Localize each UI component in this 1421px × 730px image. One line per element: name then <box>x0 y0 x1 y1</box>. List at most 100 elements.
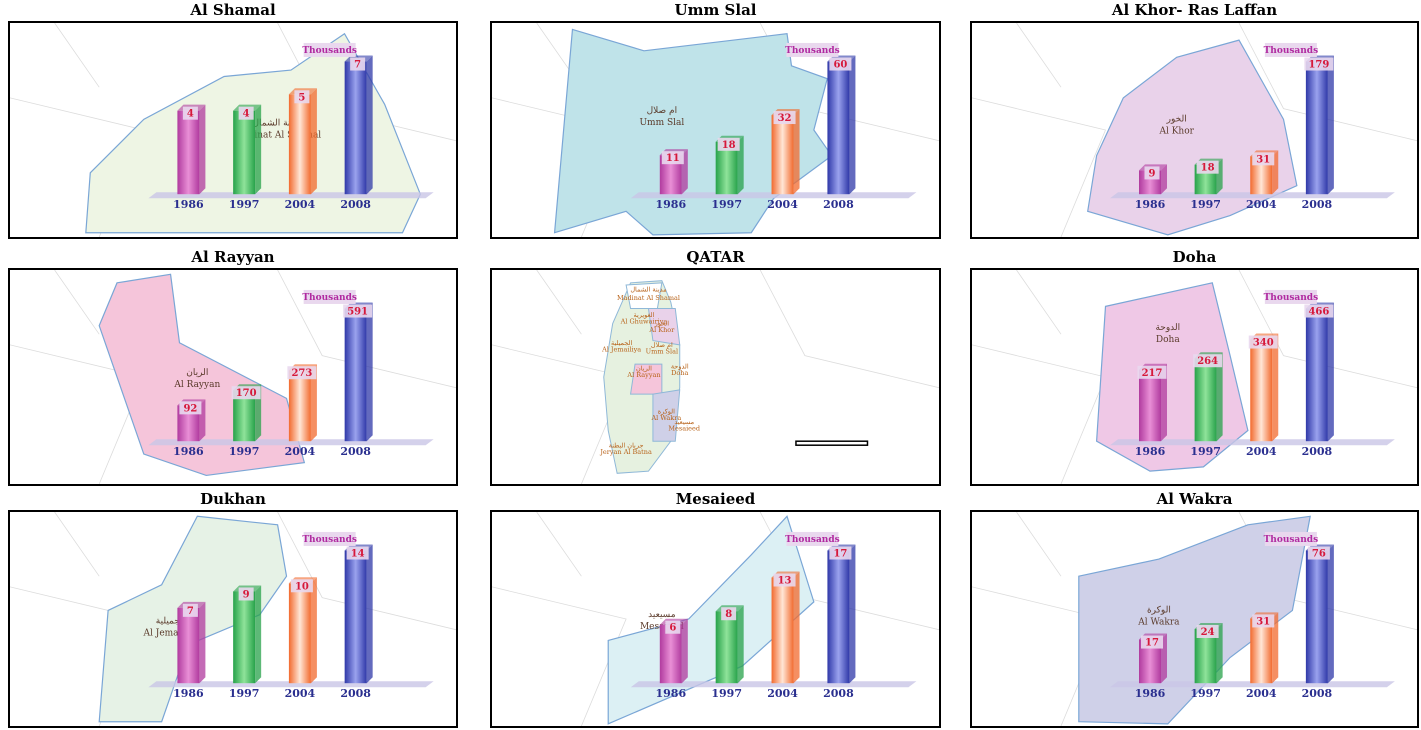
value-label-bg <box>1141 635 1163 649</box>
year-label: 1997 <box>1190 445 1221 458</box>
value-label-bg <box>773 111 796 125</box>
value-label: 4 <box>243 109 250 120</box>
chart-svg: الجميلية Al Jemailiya 7 1986 9 1997 10 2004 14 20… <box>10 512 456 726</box>
value-label: 31 <box>1256 154 1270 165</box>
chart-title: Mesaieed <box>675 490 756 508</box>
map-label: الريان <box>636 365 652 373</box>
value-label-bg <box>231 386 261 400</box>
map-label: Jeryan Al Batna <box>599 448 652 456</box>
unit-label: Thousands <box>1264 46 1319 56</box>
chart-frame: الريان Al Rayyan 92 1986 170 1997 273 2004 591 20… <box>8 268 458 486</box>
value-label: 24 <box>1201 627 1215 638</box>
value-label: 273 <box>291 368 312 379</box>
value-label: 466 <box>1308 307 1329 318</box>
chart-title: Umm Slal <box>674 1 757 19</box>
value-label-bg <box>1304 57 1334 71</box>
value-label-bg <box>721 607 737 621</box>
unit-label-bg <box>1264 289 1317 304</box>
bar-2008 <box>344 302 373 442</box>
value-label-bg <box>665 620 681 634</box>
value-label: 14 <box>351 549 365 560</box>
value-label: 17 <box>833 549 847 560</box>
year-label: 2008 <box>823 687 854 700</box>
map-label: الدوحة <box>1155 323 1180 333</box>
value-label: 18 <box>722 140 736 151</box>
bar-2008 <box>1305 55 1334 195</box>
year-label: 1986 <box>655 198 686 211</box>
map-label: Al Jemailiya <box>142 628 198 638</box>
unit-label: Thousands <box>785 46 840 56</box>
value-label: 92 <box>183 403 197 414</box>
value-label-bg <box>350 57 366 71</box>
year-label: 1997 <box>229 445 260 458</box>
bar-1997 <box>233 585 262 684</box>
year-label: 2004 <box>767 198 798 211</box>
map-label: Mesaieed <box>668 425 700 433</box>
bar-2008 <box>1305 544 1334 684</box>
year-label: 2008 <box>1302 687 1333 700</box>
chart-svg: الريان Al Rayyan 92 1986 170 1997 273 2004 591 20… <box>10 270 456 484</box>
value-label: 9 <box>243 589 250 600</box>
unit-label: Thousands <box>302 535 357 545</box>
map-label: الجميلية <box>156 616 186 626</box>
chart-svg: الخور Al Khor 9 1986 18 1997 31 2004 179 2008 Thou… <box>972 23 1417 237</box>
value-label: 11 <box>666 153 680 164</box>
value-label-bg <box>829 546 852 560</box>
map-label: مسيعيد <box>648 610 676 620</box>
region-polygon <box>607 515 815 725</box>
value-label: 31 <box>1256 616 1270 627</box>
map-label: الوكرة <box>658 407 675 415</box>
chart-frame: الجميلية Al Jemailiya 7 1986 9 1997 10 2004 14 20… <box>8 510 458 728</box>
year-label: 2004 <box>1246 198 1277 211</box>
value-label-bg <box>661 151 684 165</box>
chart-title: QATAR <box>686 248 745 266</box>
chart-title: Al Wakra <box>1156 490 1233 508</box>
map-label: مدينة الشمال <box>252 119 302 129</box>
year-label: 2004 <box>767 687 798 700</box>
year-label: 2004 <box>1246 687 1277 700</box>
value-label: 32 <box>778 113 792 124</box>
chart-panel-7: Dukhan الجميلية Al Jemailiya 7 1986 9 1997 10 20… <box>8 489 458 730</box>
year-label: 1986 <box>173 198 204 211</box>
year-label: 1986 <box>173 445 204 458</box>
map-label: مسيعيد <box>674 418 694 426</box>
chart-panel-6: Doha الدوحة Doha 217 1986 264 1997 340 2004 466 20… <box>970 247 1419 488</box>
year-label: 1997 <box>1190 198 1221 211</box>
background-map <box>492 270 939 484</box>
map-label: Doha <box>671 369 688 377</box>
chart-panel-2: Umm Slal ام صلال Umm Slal 11 1986 18 1997 32 200… <box>490 0 941 241</box>
year-label: 2008 <box>1302 198 1333 211</box>
chart-panel-9: Al Wakra الوكرة Al Wakra 17 1986 24 1997 31 2004… <box>970 489 1419 730</box>
map-label: Madinat Al Shamal <box>234 131 321 141</box>
year-label: 1997 <box>229 198 260 211</box>
value-label: 170 <box>236 388 257 399</box>
chart-panel-8: MesaieedمسيعيدMesaieed619868199713200417… <box>490 489 941 730</box>
value-label: 5 <box>298 92 305 103</box>
background-map <box>972 23 1417 237</box>
map-label: Al Wakra <box>1137 618 1180 628</box>
chart-title: Al Khor- Ras Laffan <box>1111 1 1278 19</box>
chart-title: Dukhan <box>200 490 266 508</box>
year-label: 2004 <box>285 445 316 458</box>
bar-2004 <box>1250 333 1279 442</box>
value-label: 17 <box>1145 638 1159 649</box>
value-label: 264 <box>1197 356 1218 367</box>
year-label: 1986 <box>1135 198 1166 211</box>
value-label: 6 <box>669 623 676 634</box>
unit-label: Thousands <box>302 293 357 303</box>
value-label-bg <box>290 579 313 593</box>
map-label: مدينة الشمال <box>630 285 667 293</box>
bar-2004 <box>288 577 317 684</box>
map-label: الجميلية <box>611 339 632 347</box>
value-label-bg <box>717 137 740 151</box>
bar-1986 <box>659 618 688 684</box>
bar-2008 <box>827 544 856 684</box>
value-label-bg <box>287 366 317 380</box>
year-label: 2004 <box>285 687 316 700</box>
chart-panel-5: QATAR مدينة الشمال Madinat Al Shamal الغوير… <box>490 247 941 488</box>
chart-frame: الخور Al Khor 9 1986 18 1997 31 2004 179 2008 Thou… <box>970 21 1419 239</box>
map-label: Umm Slal <box>646 347 678 355</box>
chart-frame: مدينة الشمال Madinat Al Shamal 4 1986 4 1997 5… <box>8 21 458 239</box>
year-label: 2008 <box>1302 445 1333 458</box>
